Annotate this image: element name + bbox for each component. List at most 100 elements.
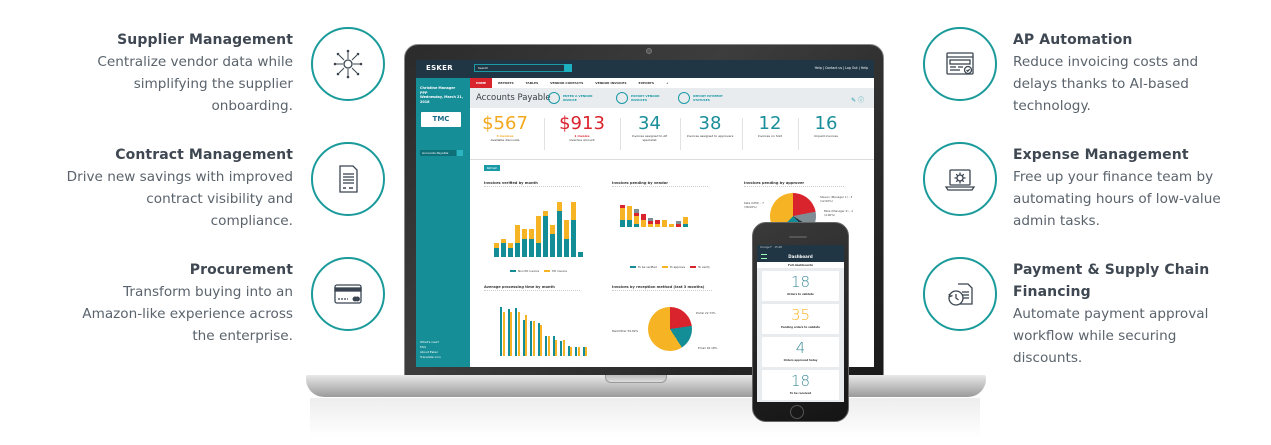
kpi-assigned-approvers[interactable]: 38 Invoices assigned to approvers [682, 114, 738, 139]
top-links[interactable]: Help | Contact us | Log Out | Help [814, 66, 868, 70]
chart-pending-vendor[interactable] [620, 197, 688, 227]
pie-label: Kate (CEO) - 7 (38.00%) [744, 201, 764, 209]
tab-home[interactable]: HOME [470, 78, 493, 88]
search-button[interactable] [564, 64, 572, 72]
module-select[interactable]: Accounts Payable [420, 150, 456, 156]
bar-group[interactable] [500, 306, 505, 356]
kpi-available-discounts[interactable]: $567 3 invoices Available discounts [480, 114, 530, 143]
bar[interactable] [655, 220, 660, 227]
chart-title: Invoices verified by month [484, 181, 580, 187]
feature-expense-management: Expense Management Free up your finance … [1013, 144, 1243, 232]
bar-group[interactable] [515, 308, 520, 356]
bar[interactable] [550, 224, 555, 257]
bar[interactable] [683, 217, 688, 227]
bar[interactable] [529, 229, 534, 257]
laptop-notch [605, 375, 667, 383]
feature-desc: Transform buying into an Amazon-like exp… [0, 281, 293, 347]
bar[interactable] [578, 252, 583, 257]
phone-card[interactable]: 18 Orders to validate [762, 271, 839, 301]
phone-title: Dashboard [788, 254, 813, 259]
phone-card[interactable]: 18 To be received [762, 370, 839, 400]
bar-group[interactable] [552, 336, 557, 356]
kpi-value: 34 [638, 113, 661, 134]
feature-desc: Reduce invoicing costs and delays thanks… [1013, 51, 1243, 117]
phone-card[interactable]: 4 Orders approved today [762, 337, 839, 367]
sidebar-link[interactable]: FAQ [420, 345, 426, 349]
kpi-unpaid[interactable]: 16 Unpaid invoices [800, 113, 852, 139]
bar[interactable] [648, 217, 653, 227]
kpi-assigned-ap[interactable]: 34 Invoices assigned to AP specialist [622, 113, 677, 143]
bar[interactable] [669, 223, 674, 227]
sidebar-link[interactable]: What's new? [420, 340, 440, 344]
bar-group[interactable] [582, 346, 587, 356]
bar-group[interactable] [537, 323, 542, 356]
chart-title: Invoices pending by vendor [612, 181, 708, 187]
feature-title-line2: Financing [1013, 284, 1091, 300]
chevron-down-icon[interactable] [457, 150, 463, 156]
bar[interactable] [620, 204, 625, 227]
bar[interactable] [564, 220, 569, 257]
bar[interactable] [508, 243, 513, 257]
bar[interactable] [543, 211, 548, 257]
export-invoices-button[interactable]: EXPORT VENDOR INVOICES [616, 92, 665, 104]
bar[interactable] [662, 220, 667, 227]
export-icon [616, 92, 628, 104]
chart-reception-method[interactable] [648, 307, 692, 351]
bar[interactable] [494, 243, 499, 257]
bar[interactable] [515, 224, 520, 257]
phone-home-button[interactable] [790, 405, 804, 419]
bar-group[interactable] [575, 346, 580, 356]
bar[interactable] [634, 209, 639, 227]
laptop-gear-icon [923, 142, 997, 216]
card-value: 4 [795, 339, 806, 357]
bar[interactable] [501, 238, 506, 257]
tab-reports[interactable]: REPORTS [498, 81, 514, 85]
bar[interactable] [536, 215, 541, 257]
divider [620, 118, 621, 150]
bar-group[interactable] [522, 314, 527, 356]
chart-invoices-verified[interactable] [494, 197, 583, 257]
bar[interactable] [557, 201, 562, 257]
invoice-icon [548, 92, 560, 104]
card-label: Orders approved today [783, 359, 818, 362]
bar[interactable] [676, 220, 681, 227]
chart-title: Average processing time by month [484, 285, 580, 291]
chart-title: Invoices pending by approver [744, 181, 844, 187]
bar-group[interactable] [545, 335, 550, 356]
sidebar-link[interactable]: About Esker [420, 350, 438, 354]
tab-tables[interactable]: TABLES [525, 81, 539, 85]
hamburger-menu-icon[interactable] [761, 254, 767, 259]
search-input[interactable]: Search [474, 64, 566, 72]
desc-line: Reduce invoicing costs and [1013, 54, 1199, 70]
phone-subheader[interactable]: Full dashboards [757, 262, 844, 268]
bar[interactable] [627, 205, 632, 227]
feature-title: Contract Management [115, 147, 293, 163]
import-statuses-button[interactable]: IMPORT PAYMENT STATUSES [678, 92, 727, 104]
bar-group[interactable] [507, 309, 512, 356]
kpi-on-hold[interactable]: 12 Invoices on hold [744, 114, 796, 139]
enter-invoice-button[interactable]: ENTER A VENDOR INVOICE [548, 92, 597, 104]
kpi-value: 16 [814, 113, 838, 134]
card-value: 18 [790, 372, 811, 390]
chart-processing-time[interactable] [500, 301, 587, 356]
bar[interactable] [522, 229, 527, 257]
kpi-overdue-amount[interactable]: $913 1 invoice Overdue amount [552, 114, 612, 143]
tab-vendor-contacts[interactable]: VENDOR CONTACTS [550, 81, 584, 85]
feature-payment-financing: Payment & Supply Chain Financing Automat… [1013, 259, 1243, 369]
sidebar-link[interactable]: Translate icon [420, 355, 441, 359]
bar[interactable] [571, 201, 576, 257]
tab-add[interactable]: + [666, 81, 669, 85]
bar-group[interactable] [530, 321, 535, 356]
feature-title: Supplier Management [117, 32, 293, 48]
refresh-button[interactable]: Refresh [484, 165, 500, 171]
bar-group[interactable] [567, 346, 572, 356]
kpi-label: Invoices assigned to approvers [686, 134, 734, 138]
page-title: Accounts Payable [476, 93, 551, 103]
tab-vendor-invoices[interactable]: VENDOR INVOICES [595, 81, 627, 85]
edit-help-tools[interactable]: ✎ ⓘ [851, 97, 864, 104]
desc-line: workflow while securing [1013, 328, 1177, 344]
bar[interactable] [641, 213, 646, 227]
bar-group[interactable] [560, 339, 565, 356]
tab-exports[interactable]: EXPORTS [638, 81, 655, 85]
phone-card[interactable]: 35 Pending orders to validate [762, 304, 839, 334]
